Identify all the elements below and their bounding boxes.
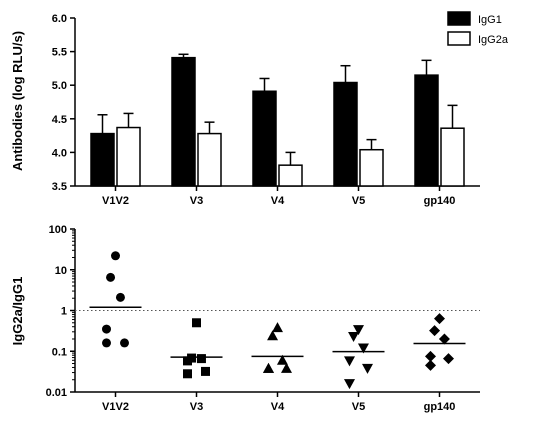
bar-igg2a-v4 <box>278 164 303 187</box>
bar-igg1-v1v2 <box>90 132 115 187</box>
data-point-v1v2 <box>115 292 125 302</box>
bar-chart-ylabel: Antibodies (log RLU/s) <box>10 31 25 171</box>
scatter-chart-category-label: V4 <box>271 401 285 413</box>
bar-chart-category-label: V3 <box>190 195 203 207</box>
bar-chart-ytick-label: 3.5 <box>52 181 67 193</box>
data-point-v1v2 <box>106 272 116 282</box>
data-point-v3 <box>183 356 192 366</box>
bar-chart-ytick-label: 4.0 <box>52 147 67 159</box>
bar-igg2a-v1v2 <box>116 126 141 187</box>
data-point-gp140 <box>429 325 441 337</box>
data-point-gp140 <box>434 313 445 325</box>
data-point-v5 <box>344 379 355 390</box>
legend-swatch-igg1 <box>447 11 471 26</box>
data-point-v4 <box>263 362 274 373</box>
data-point-v4 <box>272 322 283 333</box>
bar-chart-ytick-label: 5.0 <box>52 80 67 92</box>
legend-label-igg1: IgG1 <box>478 14 502 26</box>
bar-chart-category-label: V5 <box>352 195 365 207</box>
data-point-gp140 <box>443 353 454 365</box>
data-point-v4 <box>267 330 279 341</box>
data-point-v3 <box>192 318 201 328</box>
bar-igg1-v5 <box>333 81 358 187</box>
scatter-chart-category-label: V1V2 <box>102 401 129 413</box>
data-point-v4 <box>276 354 288 365</box>
bar-chart-ytick-label: 4.5 <box>52 114 67 126</box>
data-point-v5 <box>357 343 369 354</box>
data-point-v3 <box>183 369 192 379</box>
data-point-v5 <box>353 325 364 336</box>
bar-chart-ytick-label: 5.5 <box>52 47 67 59</box>
data-point-v1v2 <box>102 324 111 334</box>
scatter-chart-ylabel: IgG2a/IgG1 <box>10 277 25 346</box>
bar-chart-category-label: gp140 <box>424 195 456 207</box>
bar-igg2a-v5 <box>359 148 384 187</box>
scatter-chart-ytick-label: 10 <box>55 265 67 277</box>
scatter-chart-ytick-label: 0.1 <box>52 346 67 358</box>
scatter-chart-category-label: gp140 <box>424 401 456 413</box>
data-point-v5 <box>348 332 360 343</box>
data-point-v5 <box>362 363 373 374</box>
data-point-v1v2 <box>102 338 111 348</box>
bar-chart-category-label: V4 <box>271 195 285 207</box>
bar-chart-antibodies: Antibodies (log RLU/s) 3.5 4.0 4.5 5.0 5.5 6.… <box>10 11 509 207</box>
bar-chart-ytick-label: 6.0 <box>52 13 67 25</box>
data-point-v3 <box>201 366 210 376</box>
bar-igg1-v4 <box>252 90 277 187</box>
data-point-gp140 <box>425 350 436 362</box>
data-point-v1v2 <box>111 251 120 261</box>
data-point-v3 <box>196 354 206 364</box>
bar-chart-category-label: V1V2 <box>102 195 129 207</box>
scatter-chart-ytick-label: 1 <box>61 306 67 318</box>
scatter-chart-ratio: IgG2a/IgG1 0.01 0.1 1 10 100 V1V2 V3 V4 V5 gp140 <box>10 224 480 413</box>
scatter-chart-ytick-label: 0.01 <box>46 387 67 399</box>
legend-label-igg2a: IgG2a <box>478 34 509 46</box>
bar-igg1-gp140 <box>414 74 439 187</box>
scatter-chart-ytick-label: 100 <box>49 224 67 236</box>
bar-igg2a-gp140 <box>440 127 465 187</box>
data-point-v1v2 <box>120 338 129 348</box>
bar-igg2a-v3 <box>197 132 222 187</box>
scatter-chart-category-label: V3 <box>190 401 203 413</box>
scatter-chart-category-label: V5 <box>352 401 365 413</box>
data-point-gp140 <box>438 333 450 345</box>
data-point-gp140 <box>425 359 436 371</box>
data-point-v5 <box>344 356 355 367</box>
data-point-v4 <box>281 362 292 373</box>
legend-swatch-igg2a <box>447 31 471 46</box>
bar-igg1-v3 <box>171 56 196 187</box>
bar-chart-legend: IgG1 IgG2a <box>447 11 509 46</box>
